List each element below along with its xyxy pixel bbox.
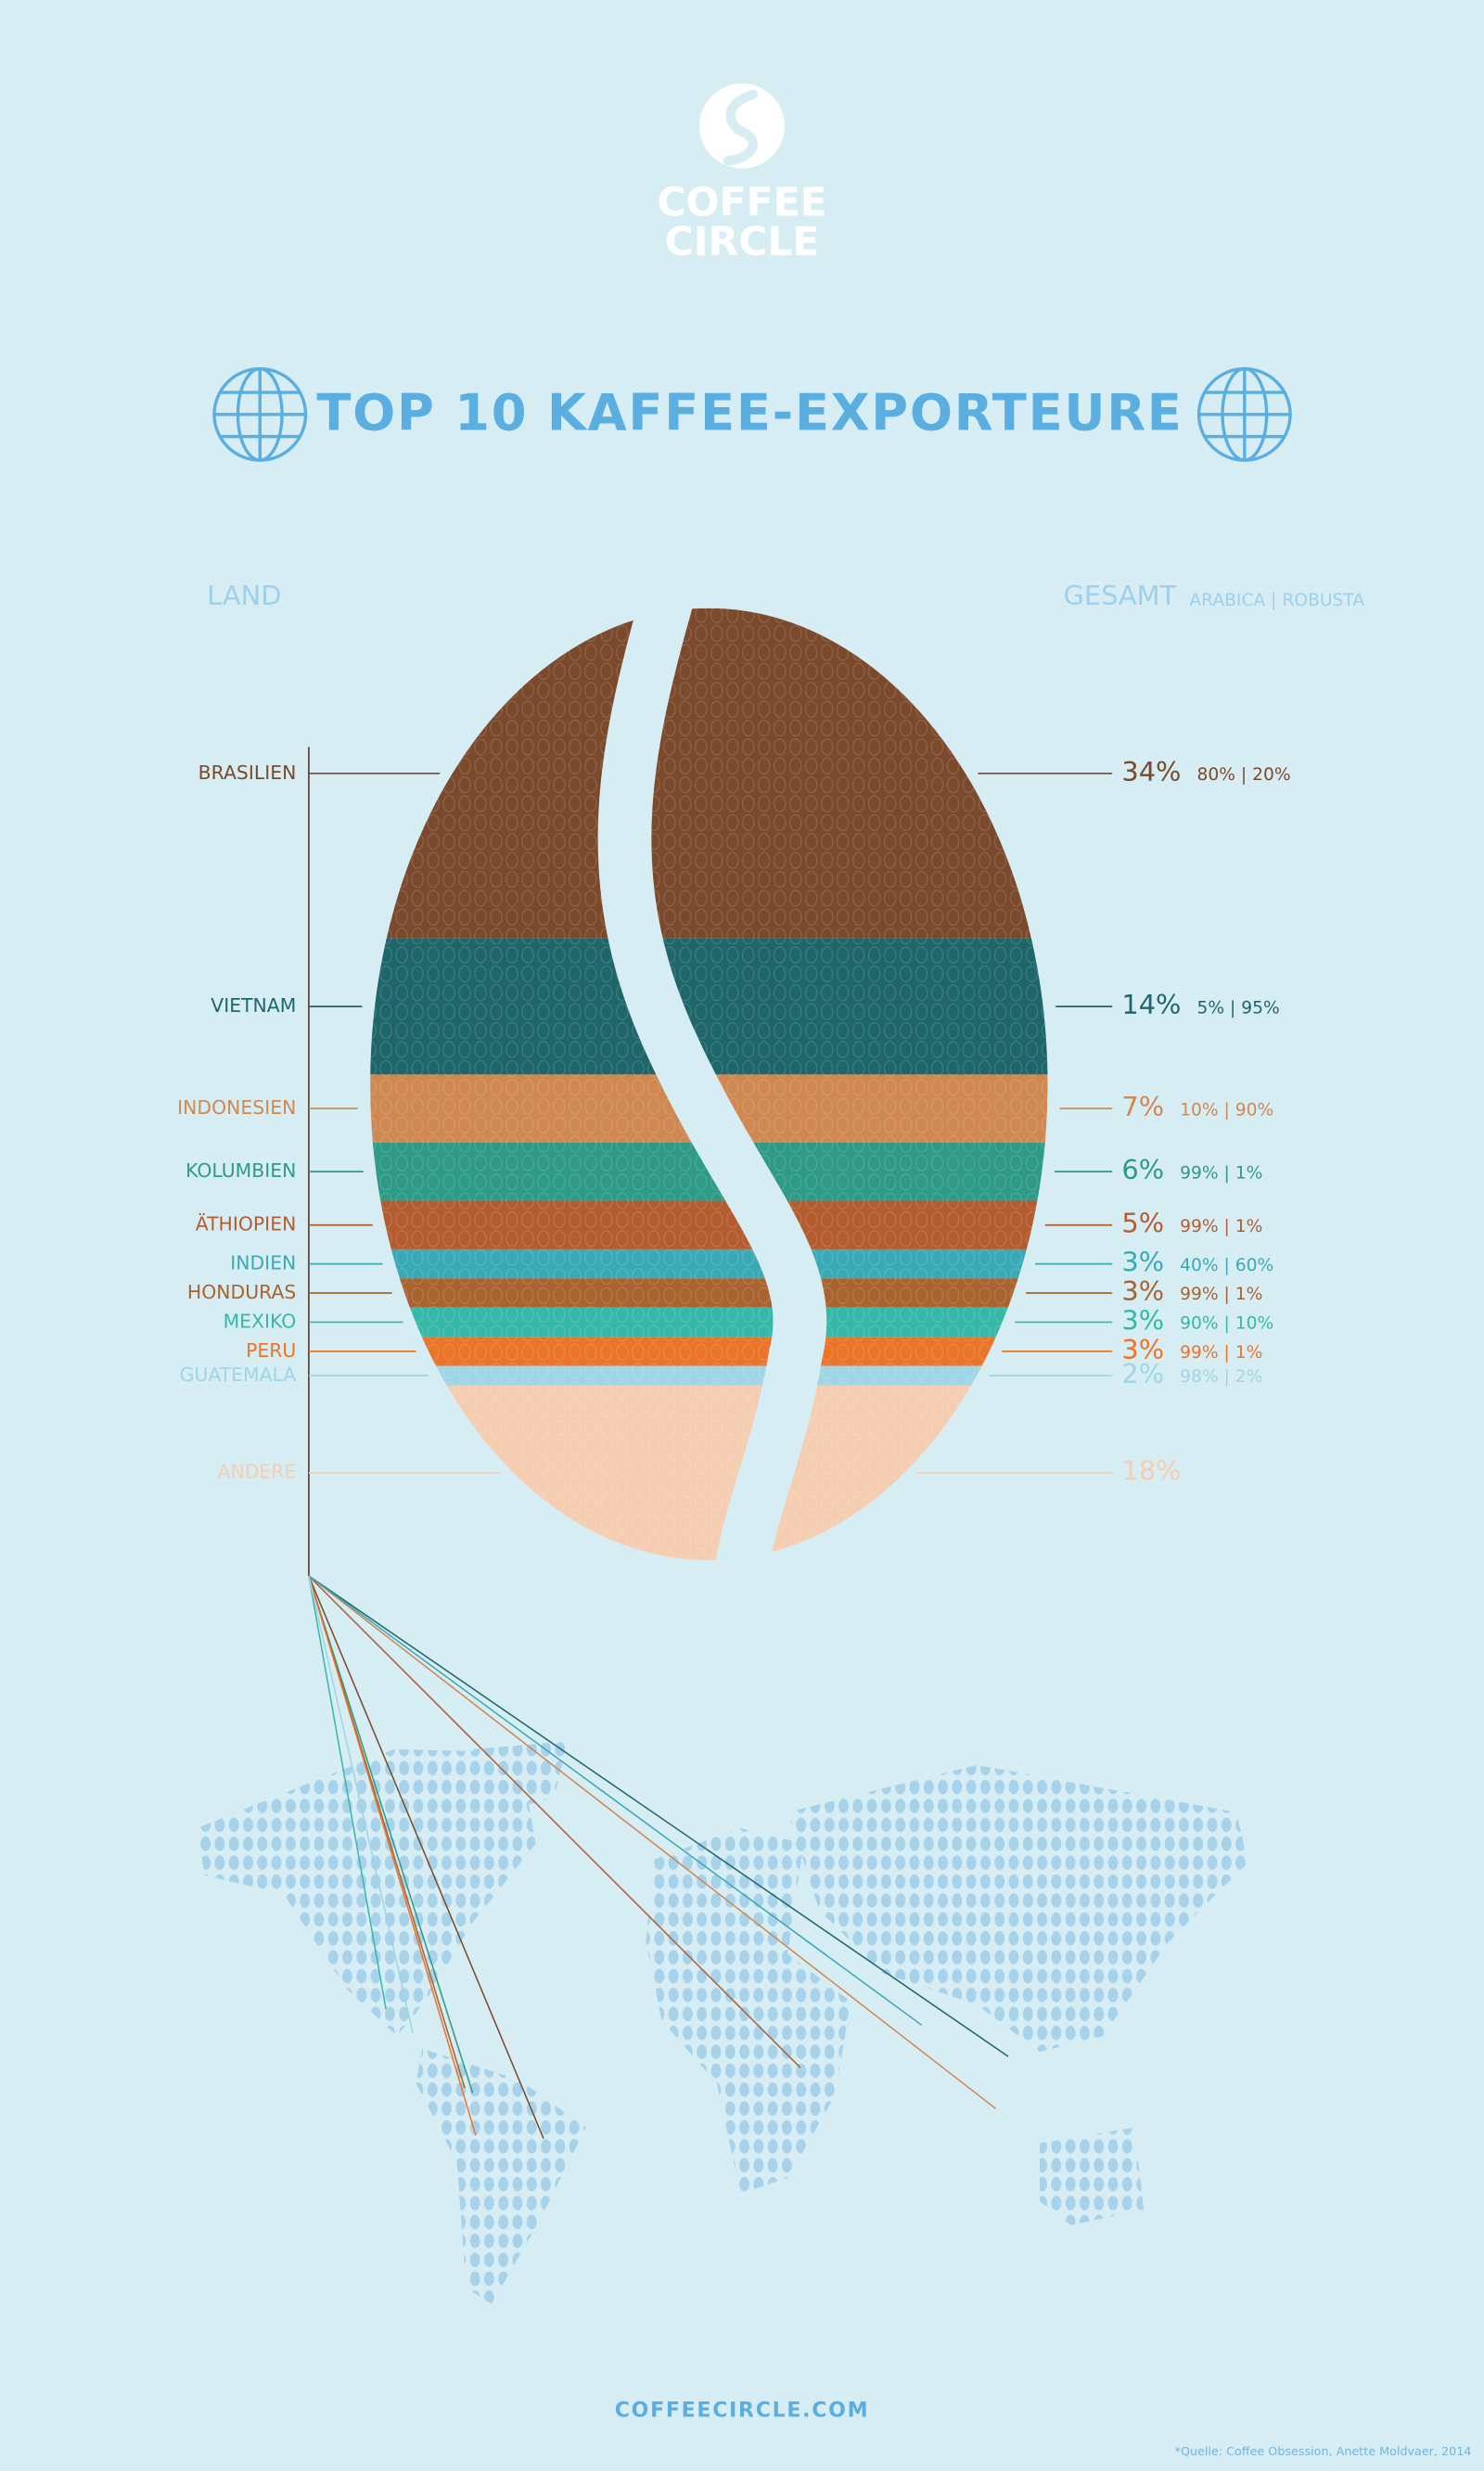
country-label: ANDERE xyxy=(218,1461,297,1483)
total-label: 3% xyxy=(1121,1304,1164,1336)
logo-text: CIRCLE xyxy=(665,220,820,265)
split-label: 10% | 90% xyxy=(1180,1100,1273,1120)
total-label: 7% xyxy=(1121,1091,1164,1122)
split-label: 99% | 1% xyxy=(1180,1285,1262,1304)
map-line xyxy=(308,1575,801,2068)
country-label: HONDURAS xyxy=(187,1281,296,1303)
band-texture xyxy=(370,1200,1048,1249)
header-land: LAND xyxy=(207,580,281,611)
footer-source: *Quelle: Coffee Obsession, Anette Moldva… xyxy=(1175,2445,1472,2459)
globe-icon xyxy=(1196,366,1292,462)
total-label: 2% xyxy=(1121,1358,1164,1389)
country-label: VIETNAM xyxy=(211,994,296,1017)
band-texture xyxy=(370,1278,1048,1308)
band-texture xyxy=(370,1337,1048,1366)
country-label: PERU xyxy=(246,1339,296,1362)
split-label: 40% | 60% xyxy=(1180,1256,1273,1275)
band-texture xyxy=(370,938,1048,1075)
split-label: 99% | 1% xyxy=(1180,1163,1262,1183)
split-label: 99% | 1% xyxy=(1180,1217,1262,1236)
map-line xyxy=(308,1575,544,2139)
globe-icon xyxy=(212,366,308,462)
band-texture xyxy=(370,1365,1048,1386)
map-line xyxy=(308,1575,1009,2057)
country-label: MEXIKO xyxy=(224,1310,297,1332)
total-label: 14% xyxy=(1121,989,1181,1020)
country-label: GUATEMALA xyxy=(180,1364,297,1386)
band-texture xyxy=(370,1307,1048,1338)
logo: COFFEE CIRCLE xyxy=(657,83,827,265)
header-total: GESAMT xyxy=(1063,580,1176,611)
map-line xyxy=(308,1575,474,2093)
footer-url: COFFEECIRCLE.COM xyxy=(615,2399,870,2422)
total-label: 3% xyxy=(1121,1334,1164,1365)
bean-crease xyxy=(597,588,827,1581)
logo-text: COFFEE xyxy=(657,180,826,225)
country-label: INDONESIEN xyxy=(177,1096,296,1119)
map-line xyxy=(308,1575,923,2026)
header-split: ARABICA | ROBUSTA xyxy=(1189,591,1364,610)
total-label: 34% xyxy=(1121,756,1181,787)
country-label: ÄTHIOPIEN xyxy=(196,1212,297,1236)
split-label: 80% | 20% xyxy=(1196,765,1290,785)
total-label: 18% xyxy=(1121,1455,1181,1487)
total-label: 6% xyxy=(1121,1154,1164,1185)
country-label: KOLUMBIEN xyxy=(186,1159,296,1182)
split-label: 98% | 2% xyxy=(1180,1367,1262,1387)
map-line xyxy=(308,1575,414,2033)
total-label: 3% xyxy=(1121,1247,1164,1278)
country-label: BRASILIEN xyxy=(198,762,297,784)
map-line xyxy=(308,1575,477,2136)
world-map xyxy=(197,1741,1248,2304)
country-label: INDIEN xyxy=(230,1252,296,1274)
split-label: 90% | 10% xyxy=(1180,1314,1273,1334)
total-label: 3% xyxy=(1121,1275,1164,1307)
map-line xyxy=(308,1575,996,2109)
band-texture xyxy=(370,1248,1048,1279)
total-label: 5% xyxy=(1121,1208,1164,1239)
split-label: 5% | 95% xyxy=(1196,998,1279,1018)
map-line xyxy=(308,1575,387,2010)
split-label: 99% | 1% xyxy=(1180,1343,1262,1363)
chart-title: TOP 10 KAFFEE-EXPORTEURE xyxy=(316,384,1183,442)
